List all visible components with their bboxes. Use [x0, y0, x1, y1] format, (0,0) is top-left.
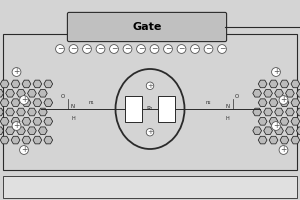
Text: R₁: R₁	[147, 106, 153, 112]
Text: +: +	[13, 68, 20, 76]
Circle shape	[123, 45, 132, 53]
Text: −: −	[57, 45, 63, 53]
Circle shape	[204, 45, 213, 53]
Circle shape	[12, 68, 21, 76]
Circle shape	[96, 45, 105, 53]
Text: −: −	[124, 45, 131, 53]
Circle shape	[146, 82, 154, 90]
Circle shape	[20, 96, 28, 104]
Text: −: −	[84, 45, 90, 53]
Bar	[3, 176, 297, 198]
Circle shape	[56, 45, 64, 53]
Circle shape	[279, 146, 288, 154]
Text: Gate: Gate	[132, 22, 162, 32]
Text: n₂: n₂	[206, 100, 211, 106]
Circle shape	[110, 45, 118, 53]
Circle shape	[279, 96, 288, 104]
Text: −: −	[97, 45, 104, 53]
Text: −: −	[111, 45, 117, 53]
Text: −: −	[138, 45, 144, 53]
Circle shape	[177, 45, 186, 53]
Text: −: −	[205, 45, 212, 53]
Circle shape	[272, 68, 280, 76]
Text: H: H	[225, 116, 229, 121]
Circle shape	[69, 45, 78, 53]
Text: n₁: n₁	[89, 100, 94, 106]
Circle shape	[150, 45, 159, 53]
Bar	[125, 96, 142, 122]
Text: N: N	[225, 104, 229, 110]
Text: +: +	[273, 68, 279, 76]
Text: H: H	[71, 116, 75, 121]
Text: +: +	[280, 146, 287, 154]
Circle shape	[218, 45, 226, 53]
Circle shape	[82, 45, 91, 53]
Circle shape	[136, 45, 146, 53]
Circle shape	[164, 45, 172, 53]
Text: +: +	[280, 96, 287, 104]
Bar	[3, 34, 297, 170]
Circle shape	[272, 122, 280, 130]
Text: −: −	[192, 45, 198, 53]
Text: O: O	[61, 94, 65, 99]
Text: −: −	[219, 45, 225, 53]
Text: +: +	[147, 129, 153, 135]
Bar	[158, 96, 175, 122]
FancyBboxPatch shape	[68, 12, 226, 42]
Text: +: +	[13, 121, 20, 130]
Text: +: +	[21, 96, 27, 104]
Circle shape	[146, 128, 154, 136]
Text: +: +	[21, 146, 27, 154]
Text: O: O	[235, 94, 239, 99]
Text: N: N	[71, 104, 75, 110]
Text: −: −	[165, 45, 171, 53]
Circle shape	[20, 146, 28, 154]
Circle shape	[12, 122, 21, 130]
Text: +: +	[147, 83, 153, 89]
Text: +: +	[273, 121, 279, 130]
Text: −: −	[70, 45, 77, 53]
Text: −: −	[151, 45, 158, 53]
Text: −: −	[178, 45, 185, 53]
Circle shape	[190, 45, 200, 53]
